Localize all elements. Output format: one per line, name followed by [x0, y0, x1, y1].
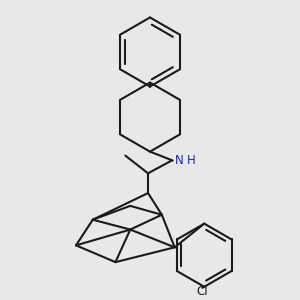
Text: Cl: Cl [196, 285, 208, 298]
Text: H: H [187, 154, 195, 167]
Text: N: N [175, 154, 183, 167]
